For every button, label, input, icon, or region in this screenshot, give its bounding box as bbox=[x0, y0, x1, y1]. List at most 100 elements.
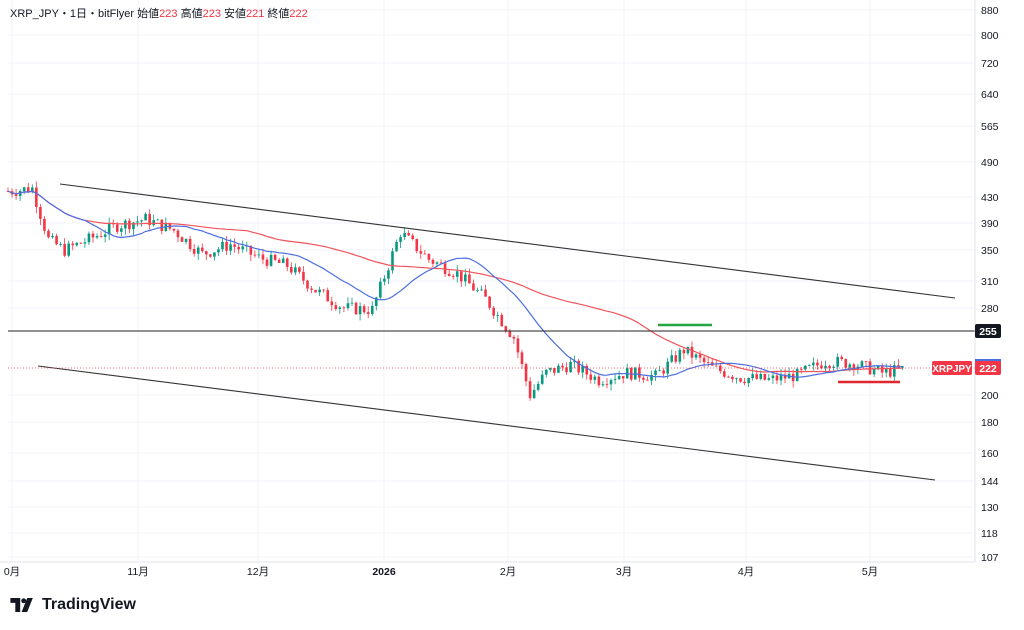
candle-up bbox=[379, 281, 382, 298]
low-label: 安値 bbox=[224, 8, 246, 20]
price-tick-label: 180 bbox=[981, 417, 999, 429]
candle-up bbox=[540, 374, 544, 384]
candle-up bbox=[132, 222, 135, 230]
candle-up bbox=[601, 384, 605, 386]
candle-down bbox=[423, 253, 427, 255]
candle-up bbox=[767, 378, 771, 380]
candle-up bbox=[569, 361, 572, 373]
price-tick-label: 107 bbox=[981, 552, 999, 564]
candle-up bbox=[67, 243, 71, 256]
candle-up bbox=[549, 368, 552, 370]
candle-up bbox=[75, 242, 79, 246]
candle-down bbox=[864, 361, 868, 363]
symbol-title[interactable]: XRP_JPY・1日・bitFlyer bbox=[10, 8, 135, 20]
candle-down bbox=[727, 376, 730, 378]
candle-down bbox=[419, 251, 423, 254]
candle-down bbox=[888, 368, 892, 377]
candle-up bbox=[678, 349, 682, 362]
candle-down bbox=[306, 280, 309, 289]
high-value: 223 bbox=[202, 8, 221, 20]
candle-down bbox=[589, 374, 593, 380]
candle-up bbox=[557, 365, 560, 373]
candle-up bbox=[338, 307, 342, 310]
candle-down bbox=[411, 235, 415, 239]
price-tick-label: 144 bbox=[981, 476, 999, 488]
tradingview-brand[interactable]: TradingView bbox=[10, 596, 136, 614]
candle-down bbox=[516, 338, 520, 353]
price-tick-label: 565 bbox=[981, 121, 999, 133]
time-tick-label: 11月 bbox=[127, 566, 148, 578]
candle-down bbox=[799, 368, 803, 370]
candle-up bbox=[140, 220, 143, 222]
candle-down bbox=[233, 244, 236, 247]
candles-layer bbox=[6, 181, 904, 401]
candle-up bbox=[464, 274, 467, 282]
candle-down bbox=[472, 283, 475, 291]
candle-down bbox=[39, 206, 42, 219]
candle-down bbox=[714, 365, 718, 367]
candle-up bbox=[22, 187, 26, 192]
candle-up bbox=[573, 360, 576, 362]
candle-down bbox=[285, 258, 289, 267]
price-tick-label: 390 bbox=[981, 218, 999, 230]
candle-up bbox=[294, 267, 297, 273]
candle-down bbox=[682, 349, 686, 354]
candle-up bbox=[269, 254, 273, 266]
candle-down bbox=[706, 362, 710, 363]
candle-down bbox=[597, 376, 601, 386]
price-axis[interactable]: 880 800 720 640 565 490 430 390 350 310 280 200 180 1… bbox=[981, 5, 999, 564]
time-tick-label: 2026 bbox=[372, 566, 396, 578]
candle-down bbox=[290, 266, 293, 273]
price-tick-label: 430 bbox=[981, 192, 999, 204]
candle-up bbox=[241, 246, 245, 250]
candle-down bbox=[763, 373, 767, 380]
candle-down bbox=[188, 238, 192, 249]
time-axis[interactable]: 0月 11月 12月 2026 2月 3月 4月 5月 bbox=[4, 566, 878, 578]
candle-up bbox=[350, 302, 354, 304]
fast-moving-average-line bbox=[7, 190, 903, 378]
candle-down bbox=[47, 230, 50, 238]
chart-legend: XRP_JPY・1日・bitFlyer 始値223 高値223 安値221 終値… bbox=[10, 5, 308, 21]
candle-down bbox=[723, 371, 726, 377]
candle-down bbox=[828, 365, 831, 368]
upper-trendline[interactable] bbox=[59, 183, 956, 299]
candle-up bbox=[872, 369, 876, 375]
candle-up bbox=[95, 236, 99, 238]
candle-down bbox=[172, 228, 176, 231]
candle-up bbox=[213, 252, 216, 257]
candle-down bbox=[739, 378, 742, 382]
tradingview-logo-icon bbox=[10, 598, 33, 612]
candle-up bbox=[893, 365, 896, 377]
price-tick-label: 200 bbox=[981, 390, 999, 402]
price-tick-label: 310 bbox=[981, 276, 999, 288]
candle-down bbox=[63, 244, 66, 256]
candle-down bbox=[35, 187, 38, 207]
slow-moving-average-line bbox=[7, 190, 903, 373]
candle-down bbox=[265, 259, 269, 266]
candle-down bbox=[844, 359, 848, 368]
candle-down bbox=[302, 271, 305, 281]
candle-down bbox=[180, 237, 184, 242]
last-price-label: XRPJPY 222 bbox=[932, 359, 1001, 375]
low-value: 221 bbox=[246, 8, 265, 20]
candle-down bbox=[326, 290, 330, 302]
time-tick-label: 5月 bbox=[862, 566, 878, 578]
price-tick-label: 130 bbox=[981, 502, 999, 514]
candle-up bbox=[884, 368, 888, 373]
candle-down bbox=[528, 381, 532, 399]
candle-up bbox=[795, 368, 799, 382]
candle-down bbox=[366, 312, 370, 315]
candle-down bbox=[520, 352, 524, 365]
close-value: 222 bbox=[289, 8, 308, 20]
candle-down bbox=[192, 248, 196, 254]
candle-up bbox=[617, 376, 621, 380]
candle-up bbox=[751, 374, 754, 379]
candle-up bbox=[124, 220, 127, 229]
candle-up bbox=[196, 247, 200, 254]
candle-down bbox=[492, 307, 495, 316]
candle-down bbox=[354, 302, 358, 315]
candle-down bbox=[621, 376, 625, 379]
lower-trendline[interactable] bbox=[37, 365, 936, 481]
candle-up bbox=[593, 376, 597, 380]
